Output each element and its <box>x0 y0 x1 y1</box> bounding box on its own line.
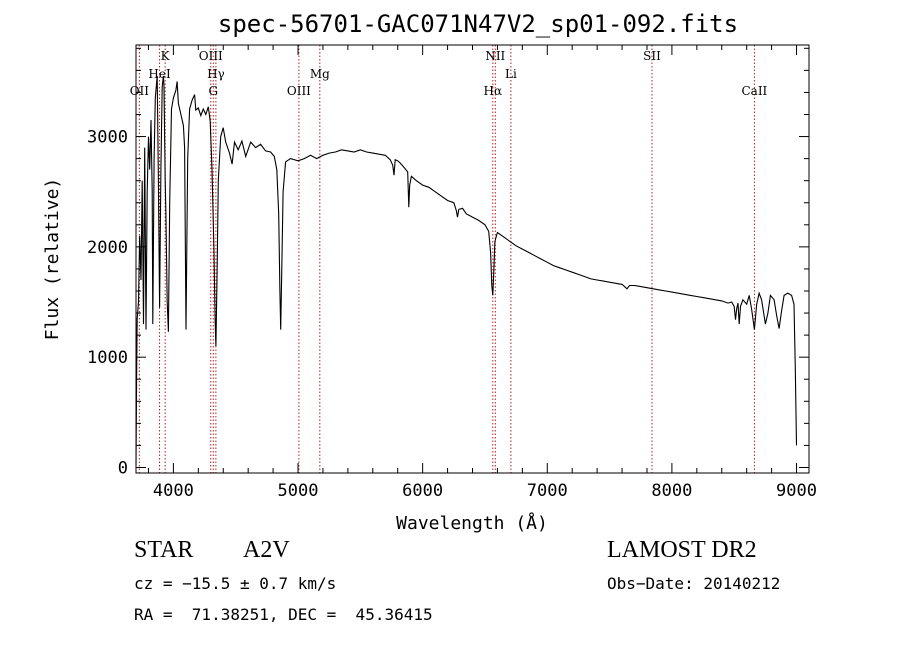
x-axis-label: Wavelength (Å) <box>396 512 548 534</box>
obs-date-text: Obs−Date: 20140212 <box>607 574 781 593</box>
spectral-line-markers <box>138 45 755 473</box>
spectral-line-label: SII <box>643 49 661 63</box>
spectral-line-label: Hγ <box>207 67 225 81</box>
y-tick-label: 1000 <box>87 348 128 368</box>
x-tick-label: 8000 <box>651 481 692 501</box>
chart-title: spec-56701-GAC071N47V2_sp01-092.fits <box>218 10 738 38</box>
spectral-line-label: HeI <box>148 67 171 81</box>
y-tick-label: 2000 <box>87 238 128 258</box>
axis-ticks: 4000 5000 6000 7000 8000 9000 0 1000 2000 3000 <box>87 45 817 501</box>
spectral-line-label: CaII <box>741 84 767 98</box>
spectral-line-label: NII <box>485 49 505 63</box>
spectral-line-label: OIII <box>287 84 311 98</box>
spectral-line-label: Hα <box>484 84 503 98</box>
spectrum-series-line <box>135 75 798 466</box>
plot-frame <box>135 44 810 474</box>
coordinates-text: RA = 71.38251, DEC = 45.36415 <box>134 605 433 624</box>
y-axis-label: Flux (relative) <box>42 178 63 341</box>
y-tick-label: 3000 <box>87 128 128 148</box>
spectral-line-label: K <box>161 49 171 63</box>
spectral-line-label: OIII <box>199 49 223 63</box>
spectral-line-label: Mg <box>310 67 330 81</box>
x-tick-label: 4000 <box>153 481 194 501</box>
spectral-subclass: A2V <box>243 537 290 563</box>
spectral-line-label: Li <box>505 67 517 81</box>
x-tick-label: 7000 <box>527 481 568 501</box>
y-tick-label: 0 <box>118 458 128 478</box>
x-tick-label: 9000 <box>776 481 817 501</box>
object-type: STAR <box>134 537 194 563</box>
spectral-line-label: G <box>208 84 218 98</box>
survey-name: LAMOST DR2 <box>607 537 757 563</box>
x-tick-label: 6000 <box>402 481 443 501</box>
x-tick-label: 5000 <box>278 481 319 501</box>
spectral-line-label: OII <box>130 84 150 98</box>
redshift-text: cz = −15.5 ± 0.7 km/s <box>134 574 337 593</box>
